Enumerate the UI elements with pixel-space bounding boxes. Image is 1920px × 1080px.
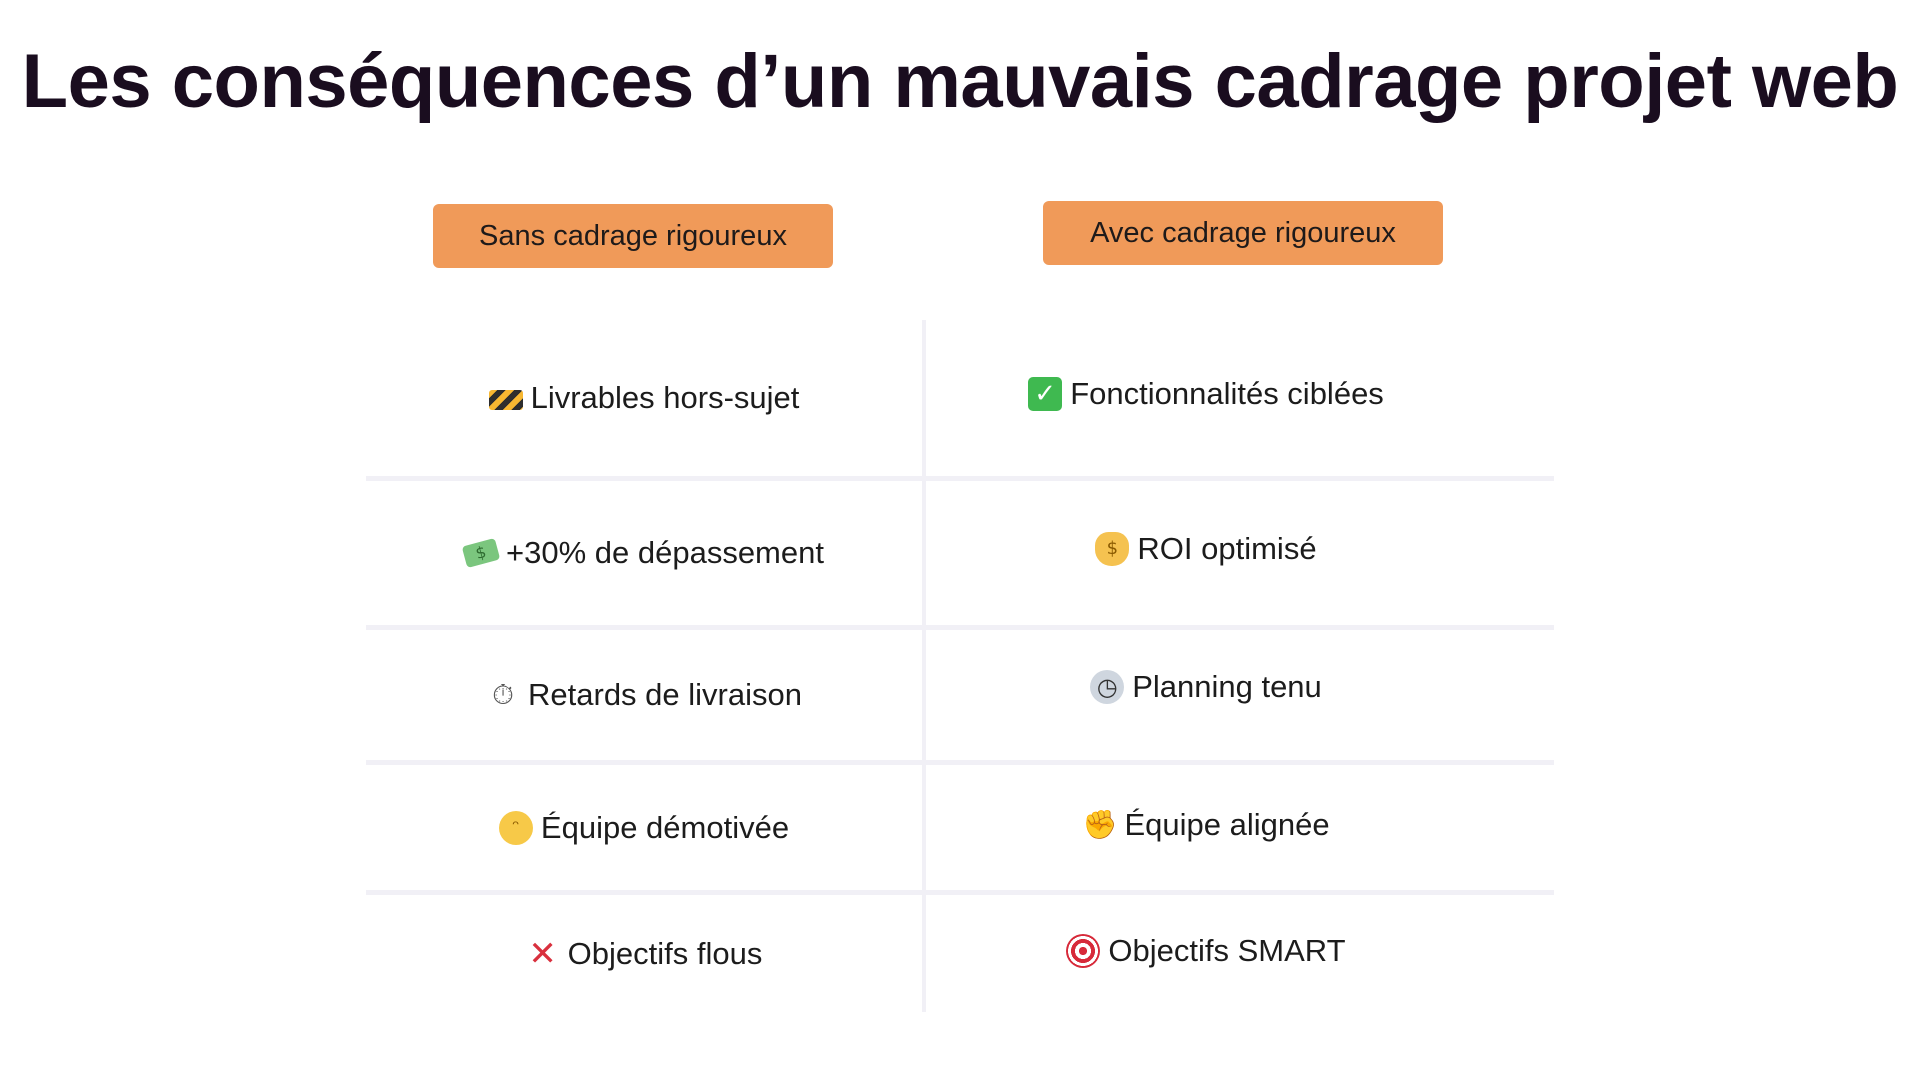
- cell-text: +30% de dépassement: [506, 535, 824, 570]
- cell-text: Objectifs SMART: [1108, 932, 1346, 968]
- table-row-1-right: ✓ Fonctionnalités ciblées: [926, 316, 1486, 472]
- comparison-table: Livrables hors-sujet ✓ Fonctionnalités c…: [366, 320, 1554, 1012]
- check-mark-icon: ✓: [1028, 377, 1063, 411]
- table-row-5-left: ✕ Objectifs flous: [366, 895, 922, 1012]
- cell-text: ROI optimisé: [1137, 531, 1317, 566]
- cell-text: Livrables hors-sujet: [530, 380, 800, 415]
- cell-text: Objectifs flous: [567, 935, 763, 971]
- red-cross-icon: ✕: [528, 933, 557, 974]
- table-row-4-left: ᵔ Équipe démotivée: [366, 765, 922, 890]
- money-flying-icon: $: [461, 537, 501, 569]
- money-bag-icon: $: [1095, 532, 1130, 566]
- page-title: Les conséquences d’un mauvais cadrage pr…: [21, 39, 1899, 124]
- row-divider: [366, 476, 1554, 481]
- column-header-with-framing: Avec cadrage rigoureux: [1043, 201, 1443, 265]
- construction-barrier-icon: [488, 390, 523, 410]
- row-divider: [366, 890, 1554, 895]
- flexed-arm-icon: ✊: [1082, 807, 1118, 841]
- target-icon: [1066, 933, 1101, 968]
- cell-text: Équipe démotivée: [540, 809, 790, 845]
- table-row-2-left: $ +30% de dépassement: [366, 481, 922, 625]
- table-row-3-right: ◷ Planning tenu: [926, 622, 1486, 752]
- cell-text: Retards de livraison: [528, 677, 802, 712]
- cell-text: Équipe alignée: [1124, 806, 1330, 842]
- frustrated-face-icon: ᵔ: [498, 810, 533, 845]
- cell-text: Fonctionnalités ciblées: [1070, 376, 1384, 411]
- table-row-5-right: Objectifs SMART: [926, 892, 1486, 1009]
- table-row-2-right: $ ROI optimisé: [926, 477, 1486, 621]
- column-divider: [922, 320, 926, 1012]
- stopwatch-icon: ⏱: [492, 678, 514, 711]
- row-divider: [366, 760, 1554, 765]
- column-header-without-framing: Sans cadrage rigoureux: [433, 204, 833, 268]
- table-row-1-left: Livrables hors-sujet: [366, 320, 922, 476]
- row-divider: [366, 625, 1554, 630]
- table-row-4-right: ✊ Équipe alignée: [926, 762, 1486, 887]
- table-row-3-left: ⏱ Retards de livraison: [366, 630, 922, 760]
- cell-text: Planning tenu: [1132, 669, 1322, 704]
- clock-icon: ◷: [1090, 670, 1125, 704]
